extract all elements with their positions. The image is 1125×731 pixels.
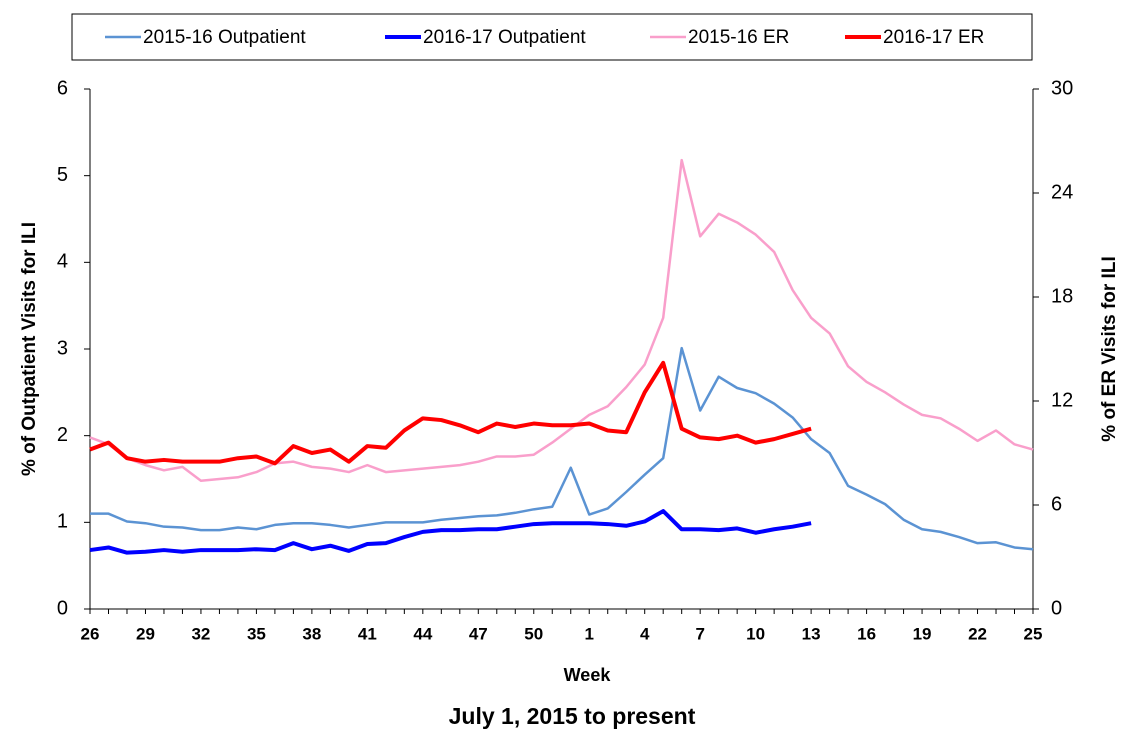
legend-label: 2015-16 ER [688, 27, 789, 48]
x-tick-label: 16 [857, 624, 876, 643]
y-tick-label: 5 [57, 164, 68, 186]
x-axis-label: Week [564, 665, 612, 685]
x-tick-label: 38 [302, 624, 321, 643]
y-tick-label: 6 [57, 77, 68, 99]
y-tick-label: 0 [57, 597, 68, 619]
x-tick-label: 35 [247, 624, 266, 643]
x-tick-label: 44 [413, 624, 432, 643]
chart-title: July 1, 2015 to present [449, 703, 696, 729]
x-tick-label: 47 [469, 624, 488, 643]
x-tick-label: 7 [695, 624, 704, 643]
x-tick-label: 10 [746, 624, 765, 643]
series-line [89, 509, 812, 555]
y-tick-label: 1 [57, 511, 68, 533]
legend-label: 2016-17 ER [883, 27, 984, 48]
x-tick-label: 13 [802, 624, 821, 643]
y2-tick-label: 0 [1051, 597, 1062, 619]
y2-tick-label: 12 [1051, 389, 1073, 411]
y2-tick-label: 24 [1051, 181, 1073, 203]
y-axis-label: % of Outpatient Visits for ILI [19, 222, 40, 476]
y-tick-label: 2 [57, 424, 68, 446]
y2-axis-label: % of ER Visits for ILI [1099, 256, 1120, 441]
x-tick-label: 1 [585, 624, 594, 643]
x-tick-label: 4 [640, 624, 650, 643]
legend-label: 2016-17 Outpatient [423, 27, 586, 48]
series-line [89, 158, 1034, 482]
y2-tick-label: 18 [1051, 285, 1073, 307]
legend-label: 2015-16 Outpatient [143, 27, 306, 48]
x-tick-label: 25 [1024, 624, 1043, 643]
x-tick-label: 26 [81, 624, 100, 643]
x-tick-label: 22 [968, 624, 987, 643]
x-tick-label: 32 [191, 624, 210, 643]
x-tick-label: 19 [913, 624, 932, 643]
series-line [90, 346, 1034, 551]
y2-tick-label: 6 [1051, 493, 1062, 515]
x-tick-label: 50 [524, 624, 543, 643]
x-tick-label: 41 [358, 624, 377, 643]
x-tick-label: 29 [136, 624, 155, 643]
y-tick-label: 4 [57, 251, 68, 273]
y-tick-label: 3 [57, 337, 68, 359]
series-line [89, 360, 812, 466]
y2-tick-label: 30 [1051, 77, 1073, 99]
